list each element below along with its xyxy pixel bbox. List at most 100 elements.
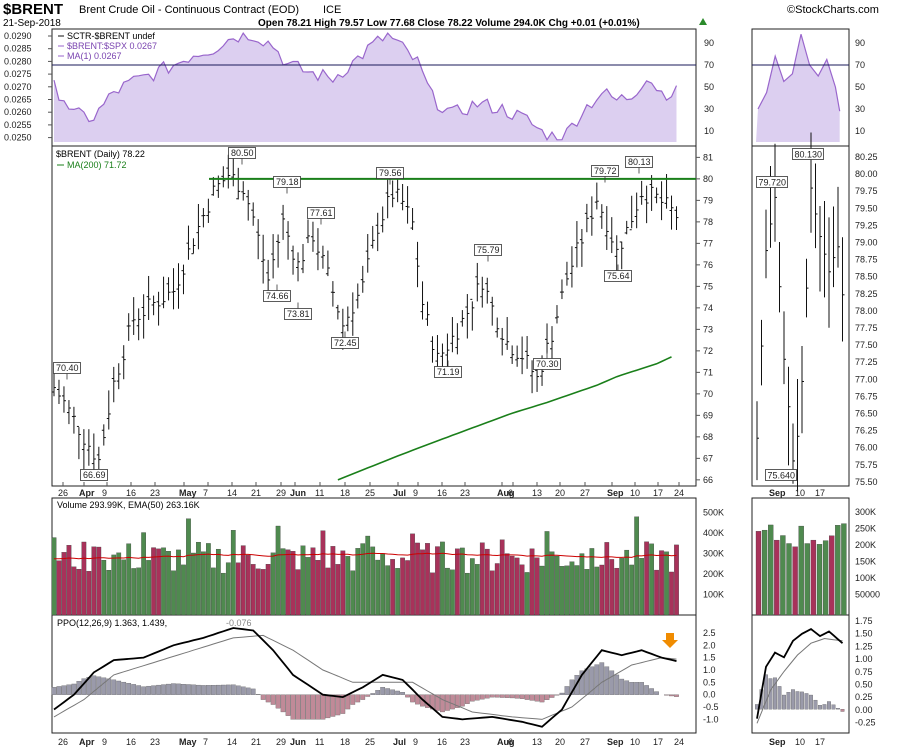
volume-bar [360, 543, 366, 616]
volume-bar [445, 567, 450, 616]
sctr-inset-tick: 90 [855, 38, 865, 48]
ppo-right-tick: 0.0 [703, 690, 716, 700]
volume-inset-bar [792, 546, 798, 616]
volume-bar [634, 516, 640, 616]
volume-bar [564, 565, 570, 616]
volume-right-tick: 100K [703, 589, 724, 599]
x-axis-label: 14 [227, 488, 237, 498]
ppo-inset-tick: 1.75 [855, 616, 873, 626]
ppo-histogram-bar [504, 694, 510, 698]
sctr-right-tick: 50 [704, 82, 714, 92]
volume-inset-tick: 50000 [855, 590, 880, 600]
ppo-inset-tick: 1.00 [855, 654, 873, 664]
sctr-inset-tick: 30 [855, 104, 865, 114]
volume-inset-bar [786, 543, 792, 616]
inset-callout-label: 79.720 [759, 178, 787, 188]
ppo-histogram-bar [111, 679, 117, 695]
price-callout: 66.69 [80, 463, 108, 481]
volume-bar [614, 567, 620, 616]
ppo-histogram-bar [325, 694, 331, 719]
price-callout: 73.81 [284, 302, 312, 320]
ppo-histogram-bar [455, 694, 460, 708]
volume-inset-bar [768, 524, 774, 616]
volume-bar [206, 543, 211, 616]
price-right-tick: 78 [703, 217, 713, 227]
volume-bar [280, 548, 286, 616]
volume-bar [539, 565, 545, 616]
ppo-histogram-bar [380, 687, 386, 695]
volume-bar [504, 553, 510, 616]
ppo-inset-hist-bar [764, 674, 768, 710]
ppo-histogram-bar [260, 694, 266, 700]
sctr-left-tick: 0.0290 [4, 31, 32, 41]
volume-bar [529, 548, 535, 616]
ppo-legend-hist: -0.076 [226, 618, 252, 628]
sctr-inset-area [756, 34, 840, 143]
price-right-tick: 74 [703, 303, 713, 313]
price-right-tick: 72 [703, 346, 713, 356]
ppo-histogram-bar [230, 684, 236, 695]
x-inset-label: 10 [795, 488, 805, 498]
ppo-histogram-bar [479, 694, 485, 700]
ppo-histogram-bar [136, 685, 142, 695]
price-inset-tick: 77.00 [855, 374, 878, 384]
volume-inset-bar [816, 544, 823, 616]
x-axis-label: 16 [126, 488, 136, 498]
x-axis-label-bottom: 21 [251, 737, 261, 747]
ppo-histogram-bar [166, 683, 171, 695]
volume-bar [270, 552, 276, 616]
inset-callout: 75.640 [765, 469, 797, 481]
volume-bar [604, 542, 610, 616]
ppo-histogram-bar [460, 694, 465, 707]
x-axis-label: Aug [497, 488, 515, 498]
volume-bar [669, 571, 674, 616]
inset-callout-box [792, 148, 824, 160]
ppo-histogram-bar [674, 694, 679, 697]
ppo-histogram-bar [579, 670, 585, 695]
volume-bar [649, 543, 654, 616]
down-arrow-icon [662, 633, 678, 648]
ppo-layer [51, 627, 845, 728]
volume-bar [225, 562, 231, 616]
price-right-tick: 71 [703, 367, 713, 377]
ppo-signal-line [53, 634, 677, 720]
triangle-up-icon [699, 18, 707, 25]
volume-bar [345, 556, 351, 616]
sctr-left-tick: 0.0260 [4, 107, 32, 117]
x-axis-label: May [179, 488, 197, 498]
volume-bar [400, 557, 405, 616]
ppo-inset-panel [751, 614, 850, 734]
sctr-layer [52, 32, 849, 143]
ppo-histogram-bar [589, 666, 595, 695]
ppo-histogram-bar [514, 694, 520, 699]
price-inset-panel [751, 145, 850, 487]
ppo-histogram-bar [340, 694, 346, 714]
ppo-histogram-bar [639, 682, 644, 695]
sctr-inset-tick: 50 [855, 82, 865, 92]
ppo-histogram-bar [410, 694, 415, 703]
x-inset-label: 17 [815, 488, 825, 498]
price-callout-label: 66.69 [83, 470, 106, 480]
volume-bar [275, 525, 281, 616]
volume-bar [71, 566, 77, 616]
ppo-histogram-bar [539, 694, 545, 703]
ppo-histogram-bar [609, 670, 615, 695]
volume-bar [186, 518, 191, 616]
price-inset-tick: 76.00 [855, 443, 878, 453]
sctr-legend: SCTR-$BRENT undef $BRENT:$SPX 0.0267 MA(… [58, 31, 157, 61]
volume-bar [420, 549, 425, 616]
price-right-tick: 80 [703, 174, 713, 184]
price-inset-tick: 77.75 [855, 323, 878, 333]
volume-bar [330, 546, 336, 616]
x-axis-label-bottom: 16 [126, 737, 136, 747]
volume-bar [629, 564, 635, 616]
price-callout-label: 77.61 [310, 208, 333, 218]
volume-bar [514, 557, 520, 616]
x-axis-label: Apr [79, 488, 95, 498]
price-layer [52, 132, 845, 492]
volume-inset-bar [841, 523, 847, 616]
ppo-histogram-bar [614, 674, 620, 695]
price-right-tick: 76 [703, 260, 713, 270]
x-axis-label-bottom: Jun [290, 737, 306, 747]
ppo-histogram-bar [141, 686, 146, 695]
